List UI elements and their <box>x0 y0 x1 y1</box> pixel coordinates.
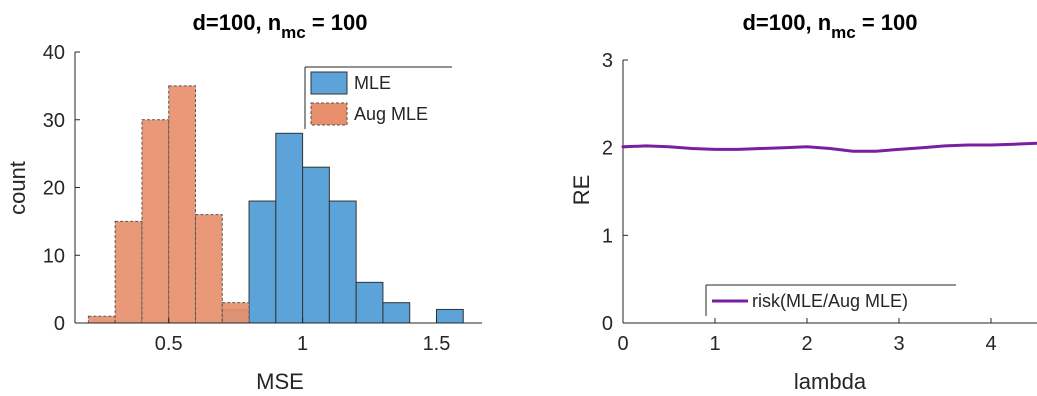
aug-mle-bar-3 <box>168 85 196 324</box>
mle-bar-4 <box>328 200 357 324</box>
x-tick-label: 1.5 <box>423 333 451 355</box>
line-title: d=100, nmc = 100 <box>742 10 917 42</box>
legend-swatch-aug-mle <box>310 102 348 126</box>
histogram-axes: 0.5 1 1.5 0 10 20 30 40 <box>43 42 482 355</box>
line-panel: d=100, nmc = 100 0 1 2 3 4 0 1 2 3 lambda RE ris… <box>569 10 1037 394</box>
line-legend: risk(MLE/Aug MLE) <box>705 284 956 316</box>
x-tick-label: 0 <box>617 333 628 355</box>
x-tick-label: 1 <box>709 333 720 355</box>
y-tick-label: 30 <box>43 110 65 132</box>
title-subscript: mc <box>831 23 856 42</box>
y-tick-label: 0 <box>54 313 65 335</box>
mle-bar-2 <box>275 132 304 324</box>
legend-label-aug-mle: Aug MLE <box>354 104 428 124</box>
histogram-bars <box>87 85 464 324</box>
histogram-panel: d=100, nmc = 100 0.5 1 1.5 0 10 20 30 40 MSE co… <box>5 10 482 394</box>
x-tick-label: 2 <box>801 333 812 355</box>
x-tick-label: 3 <box>893 333 904 355</box>
legend-label-mle: MLE <box>354 73 391 93</box>
mle-bar-3 <box>302 166 330 324</box>
title-rest: = 100 <box>856 10 918 35</box>
x-axis-label: MSE <box>256 369 304 394</box>
legend-swatch-mle <box>310 71 348 95</box>
title-main: d=100, n <box>742 10 831 35</box>
aug-mle-bar-2 <box>141 119 170 324</box>
mle-bar-5 <box>355 281 384 324</box>
legend-label-risk: risk(MLE/Aug MLE) <box>752 291 908 311</box>
y-tick-label: 1 <box>602 225 613 247</box>
line-series <box>621 141 1037 153</box>
x-tick-label: 1 <box>297 333 308 355</box>
y-tick-label: 40 <box>43 42 65 64</box>
histogram-title: d=100, nmc = 100 <box>192 10 367 42</box>
aug-mle-bar-4 <box>194 214 223 324</box>
title-main: d=100, n <box>192 10 281 35</box>
x-tick-label: 4 <box>985 333 996 355</box>
y-tick-label: 10 <box>43 245 65 267</box>
x-axis-label: lambda <box>794 369 867 394</box>
mle-bar-6 <box>382 302 411 324</box>
y-tick-label: 0 <box>602 313 613 335</box>
y-axis-label: count <box>5 161 30 215</box>
mle-bar-7 <box>435 308 464 324</box>
y-tick-label: 20 <box>43 178 65 200</box>
title-subscript: mc <box>281 23 306 42</box>
aug-mle-bar-0 <box>87 315 116 324</box>
line-axes: 0 1 2 3 4 0 1 2 3 <box>602 50 1037 355</box>
title-rest: = 100 <box>306 10 368 35</box>
mle-bar-1 <box>248 200 277 324</box>
aug-mle-bar-5 <box>221 302 250 324</box>
histogram-legend: MLE Aug MLE <box>304 66 452 129</box>
x-tick-label: 0.5 <box>155 333 183 355</box>
aug-mle-bar-1 <box>114 220 143 324</box>
y-tick-label: 3 <box>602 50 613 72</box>
y-tick-label: 2 <box>602 138 613 160</box>
y-axis-label: RE <box>569 175 594 206</box>
series-line-0 <box>621 141 1037 153</box>
